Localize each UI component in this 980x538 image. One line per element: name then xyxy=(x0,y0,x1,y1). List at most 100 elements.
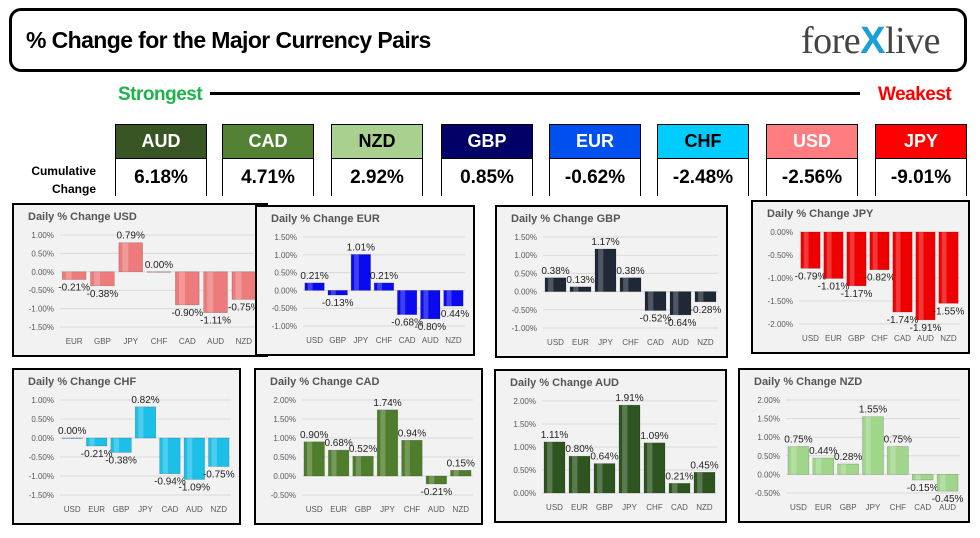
data-label: 0.00% xyxy=(58,426,86,437)
chart-title: Daily % Change JPY xyxy=(767,208,874,220)
y-tick-label: -1.00% xyxy=(29,472,54,481)
currency-name: GBP xyxy=(442,125,532,159)
data-label: 0.13% xyxy=(566,275,594,286)
chart-panel-nzd: Daily % Change NZD 2.00% 1.50% 1.00% 0.50% 0.… xyxy=(738,368,970,523)
y-tick-label: 0.00% xyxy=(513,489,536,498)
bar-highlight xyxy=(815,458,822,475)
logo-text-left: fore xyxy=(800,20,861,62)
chart-title: Daily % Change EUR xyxy=(271,213,380,225)
bar xyxy=(694,291,717,303)
y-tick-label: -1.00% xyxy=(512,324,537,333)
bar-highlight xyxy=(647,442,653,493)
bar-highlight xyxy=(162,438,168,474)
bar xyxy=(420,290,441,320)
data-label: 0.21% xyxy=(300,271,328,282)
data-label: -0.28% xyxy=(690,305,722,316)
currency-name: AUD xyxy=(116,125,206,159)
x-category-label: EUR xyxy=(88,505,105,514)
title-banner: % Change for the Major Currency Pairs fo… xyxy=(9,8,967,72)
y-tick-label: 0.50% xyxy=(757,452,780,461)
y-tick-label: 1.50% xyxy=(513,420,536,429)
y-tick-label: -0.50% xyxy=(272,304,297,313)
x-category-label: JPY xyxy=(354,336,369,345)
chart-panel-jpy: Daily % Change JPY 0.00% -0.50% -1.00% -1.50… xyxy=(751,200,970,354)
y-tick-label: 1.00% xyxy=(514,251,537,260)
bar xyxy=(544,277,567,292)
x-category-label: CAD xyxy=(894,334,911,343)
chart-panel-gbp: Daily % Change GBP 1.50% 1.00% 0.50% 0.00% -0… xyxy=(495,205,728,358)
bar xyxy=(352,455,374,477)
data-label: -0.80% xyxy=(414,322,446,333)
bar xyxy=(800,231,821,269)
logo-x-icon: X xyxy=(860,20,886,62)
y-tick-label: 0.00% xyxy=(31,434,54,443)
x-category-label: NZD xyxy=(445,336,462,345)
bar xyxy=(543,441,566,494)
x-category-label: CHF xyxy=(622,338,639,347)
data-label: -1.11% xyxy=(200,316,231,327)
currency-box-jpy: JPY -9.01% xyxy=(875,124,967,196)
bar-highlight xyxy=(597,463,603,493)
currency-box-chf: CHF -2.48% xyxy=(657,124,749,196)
bar xyxy=(401,439,423,477)
bar xyxy=(594,248,617,292)
bar-chart: 2.00% 1.50% 1.00% 0.50% 0.00% -0.50% 0.90% USD 0… xyxy=(271,396,475,514)
x-category-label: CAD xyxy=(399,336,416,345)
bar xyxy=(203,271,228,313)
data-label: 0.75% xyxy=(884,435,912,446)
bar-highlight xyxy=(150,271,157,273)
x-category-label: CAD xyxy=(914,503,931,512)
bar xyxy=(303,441,325,477)
bar xyxy=(644,291,667,311)
data-label: -0.52% xyxy=(640,314,672,325)
y-tick-label: 0.50% xyxy=(31,249,54,258)
bar xyxy=(915,231,936,321)
bar-highlight xyxy=(623,277,629,292)
data-label: -0.21% xyxy=(58,283,90,294)
bar-highlight xyxy=(235,271,242,300)
bar-highlight xyxy=(380,409,386,476)
y-tick-label: 1.00% xyxy=(31,396,54,405)
bar xyxy=(146,271,172,273)
bar-highlight xyxy=(622,405,628,493)
data-label: -1.09% xyxy=(179,482,211,493)
bar-chart: 2.00% 1.50% 1.00% 0.50% 0.00% 1.11% USD 0.80% EU… xyxy=(513,393,718,512)
bar-highlight xyxy=(354,254,359,291)
x-category-label: USD xyxy=(64,505,81,514)
data-label: 0.64% xyxy=(590,452,618,463)
x-category-label: EUR xyxy=(330,505,347,514)
bar-highlight xyxy=(940,474,946,492)
x-category-label: USD xyxy=(306,336,323,345)
currency-name: JPY xyxy=(876,125,966,159)
x-category-label: CAD xyxy=(647,338,664,347)
bar-highlight xyxy=(872,232,878,270)
bar-highlight xyxy=(94,271,101,286)
x-category-label: CAD xyxy=(179,337,196,346)
bar-highlight xyxy=(307,282,313,291)
bar-highlight xyxy=(446,290,452,307)
x-category-label: EUR xyxy=(815,503,832,512)
data-label: -0.21% xyxy=(421,487,453,498)
data-label: 0.68% xyxy=(324,438,352,449)
y-tick-label: -0.50% xyxy=(271,491,296,500)
data-label: 0.82% xyxy=(131,395,159,406)
x-category-label: CAD xyxy=(671,503,688,512)
bar-chart: 0.00% -0.50% -1.00% -1.50% -2.00% -0.79% USD -1… xyxy=(768,228,965,343)
y-tick-label: -1.00% xyxy=(768,274,793,283)
x-category-label: GBP xyxy=(113,505,130,514)
x-category-label: CAD xyxy=(161,505,178,514)
data-label: 0.80% xyxy=(565,444,593,455)
y-tick-label: 0.00% xyxy=(31,268,54,277)
x-category-label: NZD xyxy=(453,505,470,514)
y-tick-label: 1.00% xyxy=(31,231,54,240)
chart-panel-aud: Daily % Change AUD 2.00% 1.50% 1.00% 0.50% 0.… xyxy=(494,369,727,523)
bar-chart: 1.50% 1.00% 0.50% 0.00% -0.50% -1.00% 0.21% USD… xyxy=(272,233,470,345)
y-tick-label: -0.50% xyxy=(29,453,54,462)
y-tick-label: -1.50% xyxy=(29,323,54,332)
bar-highlight xyxy=(138,406,144,438)
data-label: 0.38% xyxy=(616,266,644,277)
y-tick-label: 0.00% xyxy=(514,288,537,297)
bar xyxy=(86,437,108,447)
cumulative-change-value: 2.92% xyxy=(332,159,422,196)
